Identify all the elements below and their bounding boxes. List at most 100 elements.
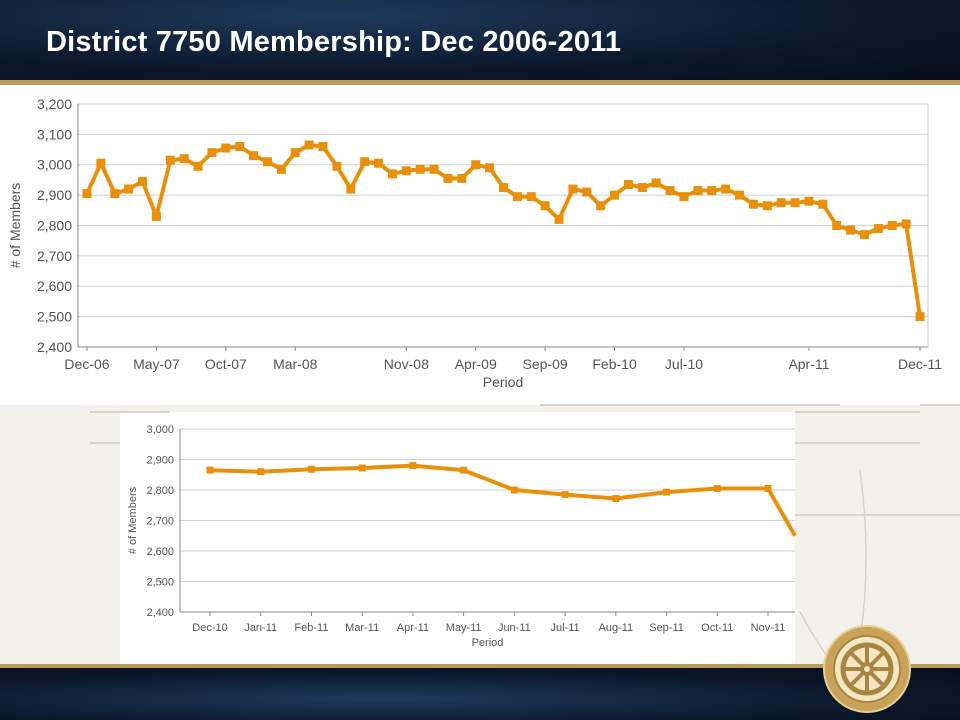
y-tick-label: 2,700	[37, 248, 72, 264]
data-point	[179, 154, 189, 164]
data-point	[193, 161, 203, 171]
data-point	[318, 142, 328, 152]
x-tick-label: Dec-10	[192, 622, 227, 634]
x-axis-title: Period	[472, 637, 504, 649]
x-tick-label: Aug-11	[598, 622, 633, 634]
data-point	[82, 189, 92, 199]
data-point	[561, 491, 569, 499]
y-tick-label: 3,100	[37, 126, 72, 142]
data-point	[582, 187, 592, 197]
data-point	[485, 163, 495, 173]
data-point	[512, 192, 522, 202]
x-tick-label: Nov-08	[384, 356, 429, 372]
data-point	[762, 201, 772, 211]
x-tick-label: Mar-08	[273, 356, 318, 372]
y-tick-label: 2,900	[146, 454, 174, 466]
data-point	[915, 312, 925, 322]
data-point	[776, 198, 786, 208]
y-tick-label: 2,800	[37, 217, 72, 233]
data-point	[471, 160, 481, 170]
y-tick-label: 3,000	[37, 157, 72, 173]
data-point	[651, 178, 661, 188]
x-tick-label: Feb-10	[592, 356, 637, 372]
rotary-emblem-icon	[822, 624, 912, 714]
data-point	[221, 143, 231, 153]
data-point	[304, 140, 314, 150]
x-tick-label: Oct-07	[205, 356, 247, 372]
data-point	[665, 186, 675, 196]
y-tick-label: 2,600	[146, 546, 174, 558]
data-point	[206, 466, 214, 474]
data-point	[96, 158, 106, 168]
data-point	[804, 196, 814, 206]
x-tick-label: Mar-11	[345, 622, 379, 634]
x-tick-label: Dec-11	[898, 356, 942, 372]
data-point	[443, 173, 453, 183]
data-point	[707, 186, 717, 196]
data-point	[124, 184, 134, 194]
data-point	[721, 184, 731, 194]
data-point	[401, 166, 411, 176]
x-tick-label: Jan-11	[244, 622, 277, 634]
data-point	[257, 468, 265, 476]
data-point	[249, 151, 259, 161]
data-point	[360, 157, 370, 167]
data-point	[510, 486, 518, 494]
data-point	[307, 465, 315, 473]
y-tick-label: 2,700	[146, 515, 174, 527]
data-point	[764, 484, 772, 492]
y-axis-title: # of Members	[7, 183, 23, 269]
y-tick-label: 2,400	[146, 607, 174, 619]
data-point	[540, 201, 550, 211]
y-tick-label: 2,500	[146, 576, 174, 588]
x-tick-label: May-07	[133, 356, 180, 372]
data-point	[859, 230, 869, 240]
title-bar: District 7750 Membership: Dec 2006-2011	[0, 0, 960, 80]
data-point	[110, 189, 120, 199]
footer-bar	[0, 668, 960, 720]
data-point	[526, 192, 536, 202]
data-point	[887, 221, 897, 230]
x-tick-label: May-11	[446, 622, 482, 634]
x-tick-label: Dec-06	[64, 356, 109, 372]
x-tick-label: Apr-11	[788, 356, 829, 372]
data-point	[409, 462, 417, 470]
x-tick-label: Jul-10	[665, 356, 703, 372]
data-point	[165, 155, 175, 165]
data-point	[735, 190, 745, 200]
chart-2-background	[120, 412, 795, 664]
chart-1-background	[0, 85, 960, 405]
data-point	[276, 164, 286, 174]
x-tick-label: Nov-11	[751, 622, 786, 634]
y-tick-label: 3,200	[37, 96, 72, 112]
x-tick-label: Jun-11	[498, 622, 531, 634]
data-point	[387, 169, 397, 179]
x-tick-label: Oct-11	[701, 622, 733, 634]
x-tick-label: Apr-11	[397, 622, 429, 634]
data-point	[332, 161, 342, 171]
y-axis-title: # of Members	[127, 486, 139, 554]
data-point	[679, 192, 689, 202]
y-tick-label: 2,900	[37, 187, 72, 203]
data-point	[138, 176, 148, 186]
slide-title: District 7750 Membership: Dec 2006-2011	[46, 26, 622, 58]
data-point	[290, 148, 300, 158]
x-axis-title: Period	[483, 374, 523, 390]
data-point	[499, 183, 508, 193]
data-point	[235, 142, 245, 152]
data-point	[623, 179, 633, 189]
data-point	[151, 211, 161, 221]
y-tick-label: 2,400	[37, 339, 72, 355]
bottom-divider	[0, 664, 960, 668]
data-point	[415, 164, 425, 174]
data-point	[358, 464, 366, 472]
series-line	[209, 463, 797, 537]
y-tick-label: 2,800	[146, 485, 174, 497]
y-tick-label: 3,000	[146, 424, 174, 436]
x-tick-label: Jul-11	[551, 622, 580, 634]
data-point	[663, 488, 671, 496]
data-point	[554, 214, 564, 224]
